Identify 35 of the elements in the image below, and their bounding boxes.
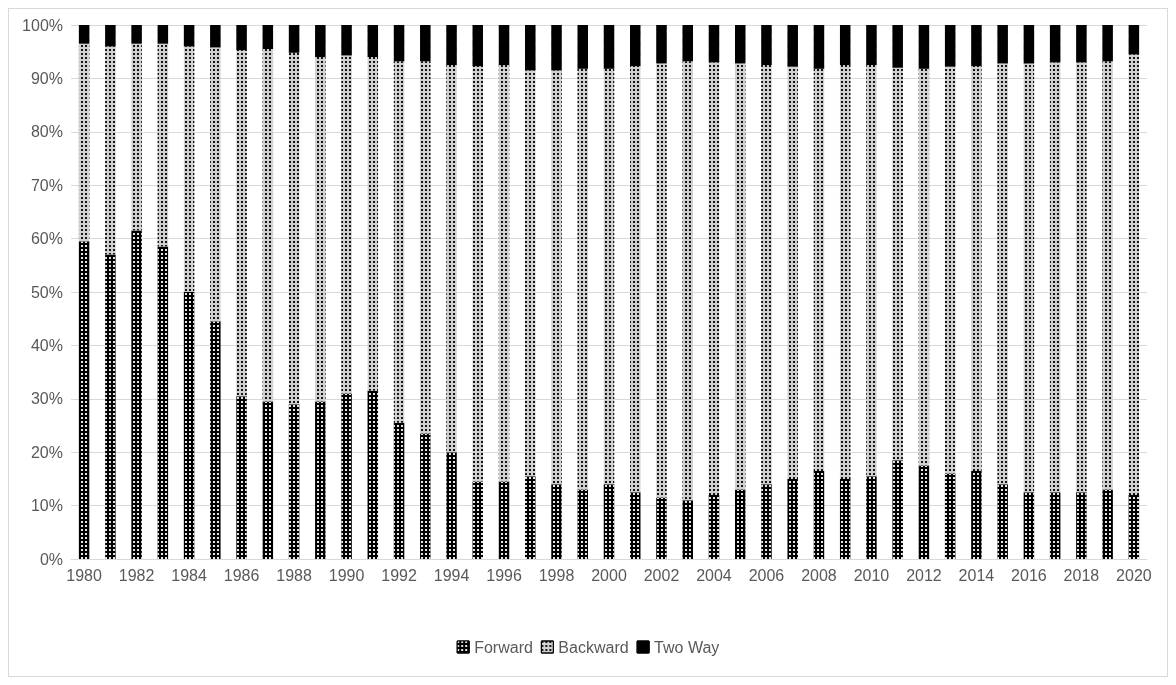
- legend-label: Forward: [474, 638, 533, 656]
- y-tick-label: 70%: [30, 176, 63, 194]
- x-tick-label: 2000: [591, 566, 627, 584]
- x-tick-label: 1990: [328, 566, 365, 584]
- x-tick-label: 2010: [853, 566, 890, 584]
- x-tick-label: 2004: [696, 566, 732, 584]
- x-tick-label: 1996: [486, 566, 522, 584]
- x-tick-label: 2020: [1116, 566, 1152, 584]
- y-tick-label: 40%: [30, 336, 63, 354]
- x-tick-label: 2002: [643, 566, 680, 584]
- legend-label: Backward: [558, 638, 629, 656]
- x-tick-label: 2014: [958, 566, 995, 584]
- y-tick-label: 100%: [22, 16, 63, 34]
- x-tick-label: 1986: [223, 566, 260, 584]
- x-tick-label: 1982: [118, 566, 155, 584]
- y-tick-label: 10%: [30, 497, 63, 515]
- y-tick-label: 90%: [30, 69, 63, 87]
- x-tick-label: 2006: [748, 566, 785, 584]
- x-tick-label: 1992: [381, 566, 417, 584]
- x-tick-label: 1994: [433, 566, 470, 584]
- x-tick-label: 1998: [538, 566, 575, 584]
- x-tick-label: 2016: [1011, 566, 1047, 584]
- y-tick-label: 30%: [30, 390, 63, 408]
- x-tick-label: 1980: [66, 566, 103, 584]
- y-tick-label: 60%: [30, 230, 63, 248]
- x-tick-label: 2012: [906, 566, 942, 584]
- x-tick-label: 1988: [276, 566, 312, 584]
- y-tick-label: 50%: [30, 283, 63, 301]
- legend-label: Two Way: [654, 638, 720, 656]
- y-tick-label: 20%: [30, 443, 63, 461]
- x-tick-label: 1984: [171, 566, 207, 584]
- y-tick-label: 0%: [39, 550, 63, 568]
- x-tick-label: 2008: [801, 566, 837, 584]
- y-tick-label: 80%: [30, 123, 63, 141]
- x-tick-label: 2018: [1063, 566, 1100, 584]
